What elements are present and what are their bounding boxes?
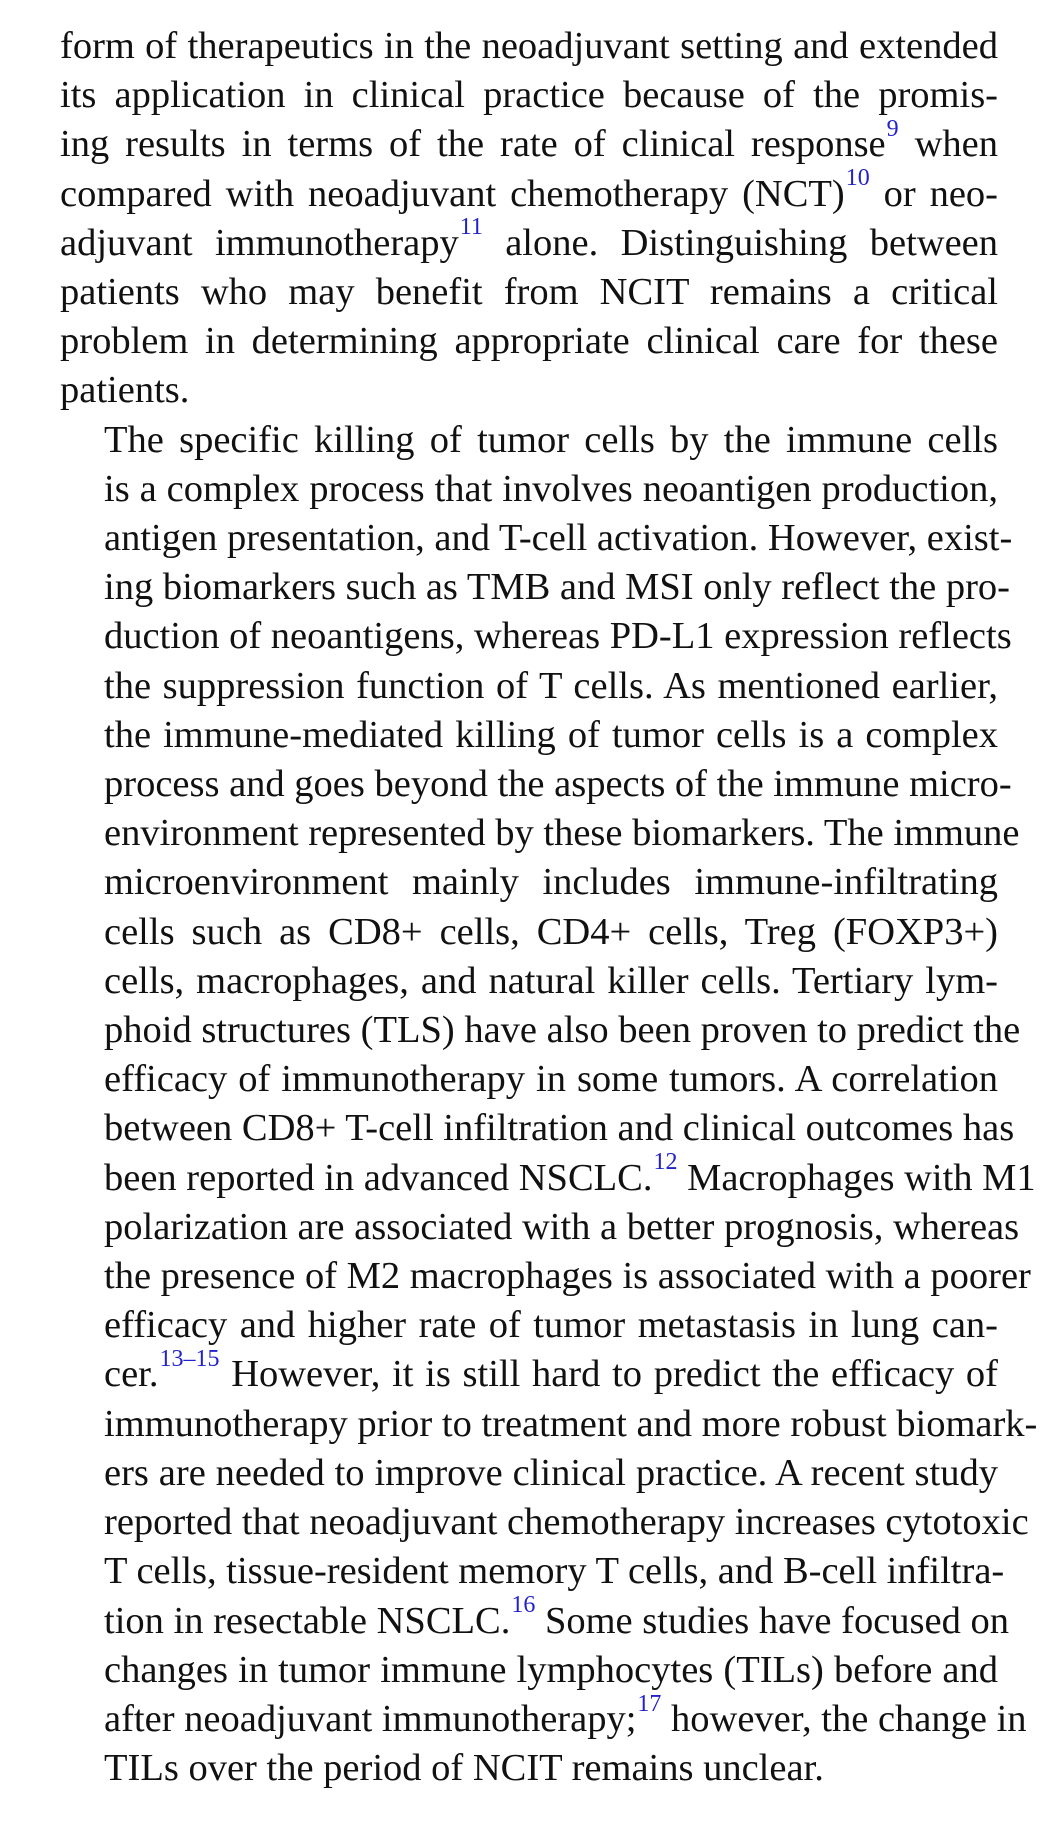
paragraph: form of therapeutics in the neoadjuvant … bbox=[60, 22, 998, 416]
text-run: efficacy of immunotherapy in some tumors… bbox=[104, 1058, 998, 1101]
text-line: adjuvant immunotherapy11 alone. Distingu… bbox=[60, 215, 998, 268]
text-run: tion in resectable NSCLC. bbox=[104, 1599, 511, 1642]
text-line: environment represented by these biomark… bbox=[60, 809, 1020, 858]
text-line: is a complex process that involves neoan… bbox=[60, 465, 998, 514]
text-line: changes in tumor immune lymphocytes (TIL… bbox=[60, 1646, 998, 1695]
text-run: ing biomarkers such as TMB and MSI only … bbox=[104, 566, 1010, 609]
text-run: environment represented by these biomark… bbox=[104, 812, 1020, 855]
citation-reference-link[interactable]: 12 bbox=[653, 1149, 678, 1176]
text-line: The specific killing of tumor cells by t… bbox=[60, 416, 998, 465]
text-line: patients. bbox=[60, 366, 998, 415]
text-line: ers are needed to improve clinical pract… bbox=[60, 1449, 998, 1498]
text-run: ers are needed to improve clinical pract… bbox=[104, 1451, 998, 1494]
text-line: process and goes beyond the aspects of t… bbox=[60, 760, 1012, 809]
text-line: compared with neoadjuvant chemotherapy (… bbox=[60, 166, 999, 219]
text-run: process and goes beyond the aspects of t… bbox=[104, 763, 1012, 806]
text-line: the presence of M2 macrophages is associ… bbox=[60, 1252, 1031, 1301]
text-line: T cells, tissue-resident memory T cells,… bbox=[60, 1547, 1004, 1596]
text-line: efficacy of immunotherapy in some tumors… bbox=[60, 1055, 998, 1104]
text-run: its application in clinical practice bec… bbox=[60, 74, 998, 117]
text-run: after neoadjuvant immunotherapy; bbox=[104, 1697, 637, 1740]
text-line: antigen presentation, and T-cell activat… bbox=[60, 514, 1012, 563]
text-line: immunotherapy prior to treatment and mor… bbox=[60, 1400, 1037, 1449]
text-run: Macrophages with M1 bbox=[677, 1156, 1036, 1199]
text-run: polarization are associated with a bette… bbox=[104, 1205, 1020, 1248]
text-line: its application in clinical practice bec… bbox=[60, 71, 998, 120]
text-line: ing biomarkers such as TMB and MSI only … bbox=[60, 563, 1010, 612]
text-run: the suppression function of T cells. As … bbox=[104, 664, 998, 707]
text-line: been reported in advanced NSCLC.12 Macro… bbox=[60, 1150, 1036, 1203]
text-line: polarization are associated with a bette… bbox=[60, 1203, 1019, 1252]
text-line: after neoadjuvant immunotherapy;17 howev… bbox=[60, 1692, 1027, 1744]
citation-reference-link[interactable]: 13–15 bbox=[159, 1346, 220, 1373]
text-run: when bbox=[898, 123, 998, 166]
text-line: form of therapeutics in the neoadjuvant … bbox=[60, 22, 998, 71]
citation-reference-link[interactable]: 10 bbox=[845, 165, 870, 192]
text-run: changes in tumor immune lymphocytes (TIL… bbox=[104, 1648, 998, 1691]
text-line: cer.13–15 However, it is still hard to p… bbox=[60, 1347, 998, 1399]
text-line: the immune-mediated killing of tumor cel… bbox=[60, 711, 998, 760]
text-run: been reported in advanced NSCLC. bbox=[104, 1156, 653, 1199]
text-run: the immune-mediated killing of tumor cel… bbox=[104, 713, 998, 756]
text-run: T cells, tissue-resident memory T cells,… bbox=[104, 1550, 1005, 1593]
text-run: Some studies have focused on bbox=[535, 1599, 1010, 1642]
text-line: cells, macrophages, and natural killer c… bbox=[60, 957, 998, 1006]
text-run: between CD8+ T-cell infiltration and cli… bbox=[104, 1107, 1015, 1150]
text-run: or neo- bbox=[869, 172, 999, 215]
citation-reference-link[interactable]: 17 bbox=[637, 1690, 662, 1717]
text-line: reported that neoadjuvant chemotherapy i… bbox=[60, 1498, 1029, 1547]
paragraph: The specific killing of tumor cells by t… bbox=[60, 416, 1037, 1794]
text-line: phoid structures (TLS) have also been pr… bbox=[60, 1006, 1020, 1055]
text-run: is a complex process that involves neoan… bbox=[104, 467, 998, 510]
text-run: The specific killing of tumor cells by t… bbox=[104, 418, 998, 461]
text-run: ing results in terms of the rate of clin… bbox=[60, 123, 886, 166]
text-run: immunotherapy prior to treatment and mor… bbox=[104, 1402, 1038, 1445]
text-line: patients who may benefit from NCIT remai… bbox=[60, 268, 998, 317]
text-run: cer. bbox=[104, 1353, 159, 1396]
body-text-column: form of therapeutics in the neoadjuvant … bbox=[60, 22, 1037, 1794]
text-run: TILs over the period of NCIT remains unc… bbox=[104, 1747, 824, 1790]
text-run: the presence of M2 macrophages is associ… bbox=[104, 1255, 1031, 1298]
citation-reference-link[interactable]: 16 bbox=[511, 1592, 536, 1619]
text-run: phoid structures (TLS) have also been pr… bbox=[104, 1009, 1021, 1052]
text-run: cells such as CD8+ cells, CD4+ cells, Tr… bbox=[104, 910, 998, 953]
text-run: However, it is still hard to predict the… bbox=[219, 1353, 998, 1396]
text-run: cells, macrophages, and natural killer c… bbox=[104, 959, 998, 1002]
text-run: however, the change in bbox=[661, 1697, 1027, 1740]
text-run: problem in determining appropriate clini… bbox=[60, 320, 998, 363]
text-line: efficacy and higher rate of tumor metast… bbox=[60, 1301, 998, 1350]
text-run: reported that neoadjuvant chemotherapy i… bbox=[104, 1501, 1029, 1544]
text-line: TILs over the period of NCIT remains unc… bbox=[60, 1744, 998, 1793]
text-line: ing results in terms of the rate of clin… bbox=[60, 117, 998, 169]
citation-reference-link[interactable]: 11 bbox=[459, 214, 483, 241]
text-run: compared with neoadjuvant chemotherapy (… bbox=[60, 172, 845, 215]
text-line: problem in determining appropriate clini… bbox=[60, 317, 998, 366]
text-run: adjuvant immunotherapy bbox=[60, 221, 459, 264]
text-run: efficacy and higher rate of tumor metast… bbox=[104, 1304, 998, 1347]
text-run: alone. Distinguishing between bbox=[482, 221, 998, 264]
text-run: patients. bbox=[60, 369, 190, 412]
text-run: form of therapeutics in the neoadjuvant … bbox=[60, 25, 998, 67]
text-line: the suppression function of T cells. As … bbox=[60, 662, 998, 711]
text-run: antigen presentation, and T-cell activat… bbox=[104, 517, 1013, 560]
text-line: cells such as CD8+ cells, CD4+ cells, Tr… bbox=[60, 908, 998, 957]
text-line: tion in resectable NSCLC.16 Some studies… bbox=[60, 1593, 1009, 1646]
citation-reference-link[interactable]: 9 bbox=[886, 116, 899, 143]
text-line: duction of neoantigens, whereas PD-L1 ex… bbox=[60, 612, 1012, 661]
text-run: duction of neoantigens, whereas PD-L1 ex… bbox=[104, 615, 1012, 658]
text-run: microenvironment mainly includes immune-… bbox=[104, 861, 998, 904]
text-line: microenvironment mainly includes immune-… bbox=[60, 858, 998, 907]
text-run: patients who may benefit from NCIT remai… bbox=[60, 271, 998, 314]
text-line: between CD8+ T-cell infiltration and cli… bbox=[60, 1104, 1014, 1153]
